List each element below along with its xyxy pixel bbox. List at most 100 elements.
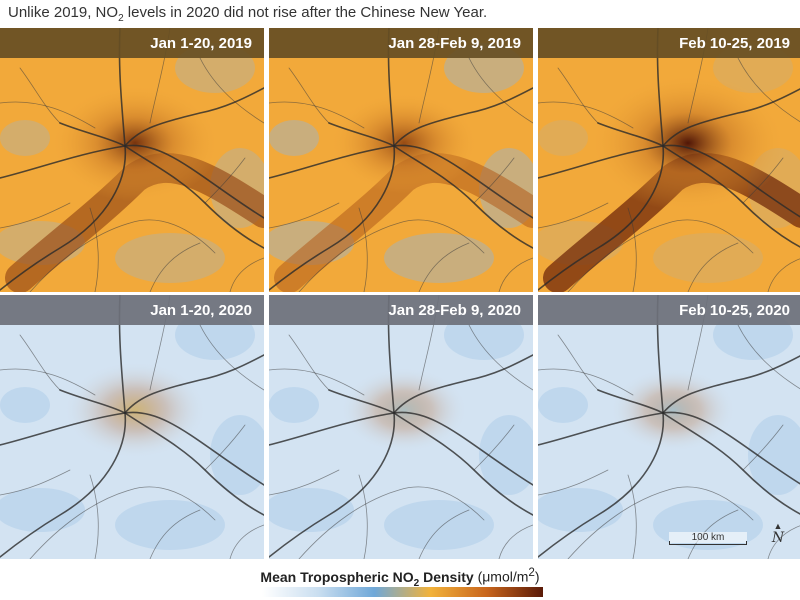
no2-hotspot	[330, 92, 478, 194]
major-road	[662, 145, 800, 248]
major-road	[124, 354, 264, 414]
minor-road	[19, 67, 61, 124]
no2-hotspot	[50, 84, 220, 202]
legend-title: Mean Tropospheric NO2 Density (μmol/m2)	[0, 566, 800, 588]
no2-hotspot	[63, 361, 207, 459]
panel-date-label: Jan 28-Feb 9, 2019	[269, 28, 533, 58]
minor-road	[687, 242, 739, 292]
major-road	[124, 87, 264, 147]
major-road	[597, 122, 664, 147]
map-panel-4: Jan 1-20, 2020	[0, 295, 264, 559]
low-density-patch	[269, 120, 319, 156]
minor-road	[199, 324, 264, 391]
minor-road	[557, 334, 599, 391]
minor-road	[269, 469, 340, 496]
low-density-patch	[115, 500, 225, 550]
low-density-patch	[538, 387, 588, 423]
no2-map-1	[0, 28, 264, 292]
road-network	[269, 295, 533, 559]
legend-title-main: Mean Tropospheric NO	[260, 568, 414, 585]
major-road	[393, 87, 533, 147]
minor-road	[538, 368, 634, 396]
panel-date-label: Jan 1-20, 2020	[0, 295, 264, 325]
minor-road	[89, 474, 99, 559]
no2-map-5	[269, 295, 533, 559]
panel-date-label: Feb 10-25, 2020	[538, 295, 800, 325]
major-road	[0, 295, 127, 558]
minor-road	[89, 207, 99, 292]
minor-road	[298, 486, 485, 559]
major-road	[269, 28, 396, 291]
no2-map-4	[0, 295, 264, 559]
legend-units-superscript: 2	[528, 566, 535, 579]
major-road	[662, 412, 800, 515]
no2-hotspot	[609, 367, 737, 453]
minor-road	[418, 509, 470, 559]
map-panel-1: Jan 1-20, 2019	[0, 28, 264, 292]
minor-road	[19, 334, 61, 391]
major-road	[393, 412, 533, 516]
map-panel-3: Feb 10-25, 2019	[538, 28, 800, 292]
low-density-patch	[0, 387, 50, 423]
minor-road	[498, 524, 533, 559]
map-panel-2: Jan 28-Feb 9, 2019	[269, 28, 533, 292]
major-road	[59, 122, 126, 147]
major-road	[124, 145, 264, 249]
minor-road	[687, 509, 739, 559]
low-density-patch	[0, 120, 50, 156]
no2-map-6	[538, 295, 800, 559]
north-arrow: ▲ N	[768, 522, 788, 548]
minor-road	[288, 67, 330, 124]
minor-road	[627, 207, 637, 292]
minor-road	[358, 207, 368, 292]
north-arrow-letter: N	[771, 530, 785, 546]
no2-hotspot	[590, 74, 786, 212]
minor-road	[627, 474, 637, 559]
minor-road	[0, 469, 71, 496]
major-road	[59, 389, 126, 414]
road-network	[269, 28, 533, 292]
minor-road	[149, 242, 201, 292]
minor-road	[468, 57, 533, 124]
minor-road	[742, 157, 784, 204]
major-road	[538, 28, 665, 291]
minor-road	[473, 157, 515, 204]
minor-road	[29, 219, 216, 292]
minor-road	[538, 202, 609, 229]
minor-road	[742, 424, 784, 471]
panel-date-label: Feb 10-25, 2019	[538, 28, 800, 58]
low-density-patch	[384, 233, 494, 283]
low-density-patch	[479, 415, 533, 495]
low-density-patch	[0, 488, 85, 532]
map-panel-6: Feb 10-25, 2020	[538, 295, 800, 559]
caption-subscript: 2	[118, 13, 124, 24]
minor-road	[767, 258, 800, 292]
minor-road	[204, 424, 246, 471]
minor-road	[538, 469, 609, 496]
legend-title-subscript: 2	[413, 577, 420, 589]
minor-road	[498, 257, 533, 292]
low-density-patch	[538, 488, 623, 532]
low-density-patch	[269, 387, 319, 423]
minor-road	[229, 257, 264, 292]
major-road	[597, 389, 664, 414]
minor-road	[0, 202, 71, 229]
legend-units: (μmol/m	[473, 568, 529, 585]
panel-date-label: Jan 28-Feb 9, 2020	[269, 295, 533, 325]
minor-road	[473, 424, 515, 471]
minor-road	[229, 524, 264, 559]
major-road	[538, 295, 665, 558]
major-road	[662, 355, 800, 414]
road-network	[538, 295, 800, 559]
scale-bar-line	[669, 541, 747, 545]
minor-road	[418, 242, 470, 292]
major-road	[328, 389, 395, 414]
figure-caption: Unlike 2019, NO2 levels in 2020 did not …	[8, 4, 487, 24]
minor-road	[149, 509, 201, 559]
major-road	[662, 88, 800, 147]
caption-text-end: levels in 2020 did not rise after the Ch…	[123, 4, 488, 21]
minor-road	[567, 219, 754, 292]
minor-road	[199, 57, 264, 124]
minor-road	[358, 474, 368, 559]
legend-title-density: Density	[419, 568, 474, 585]
